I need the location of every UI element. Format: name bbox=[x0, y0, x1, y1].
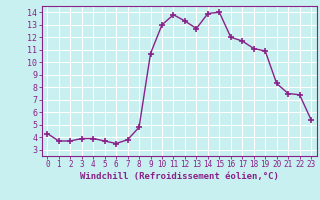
X-axis label: Windchill (Refroidissement éolien,°C): Windchill (Refroidissement éolien,°C) bbox=[80, 172, 279, 181]
